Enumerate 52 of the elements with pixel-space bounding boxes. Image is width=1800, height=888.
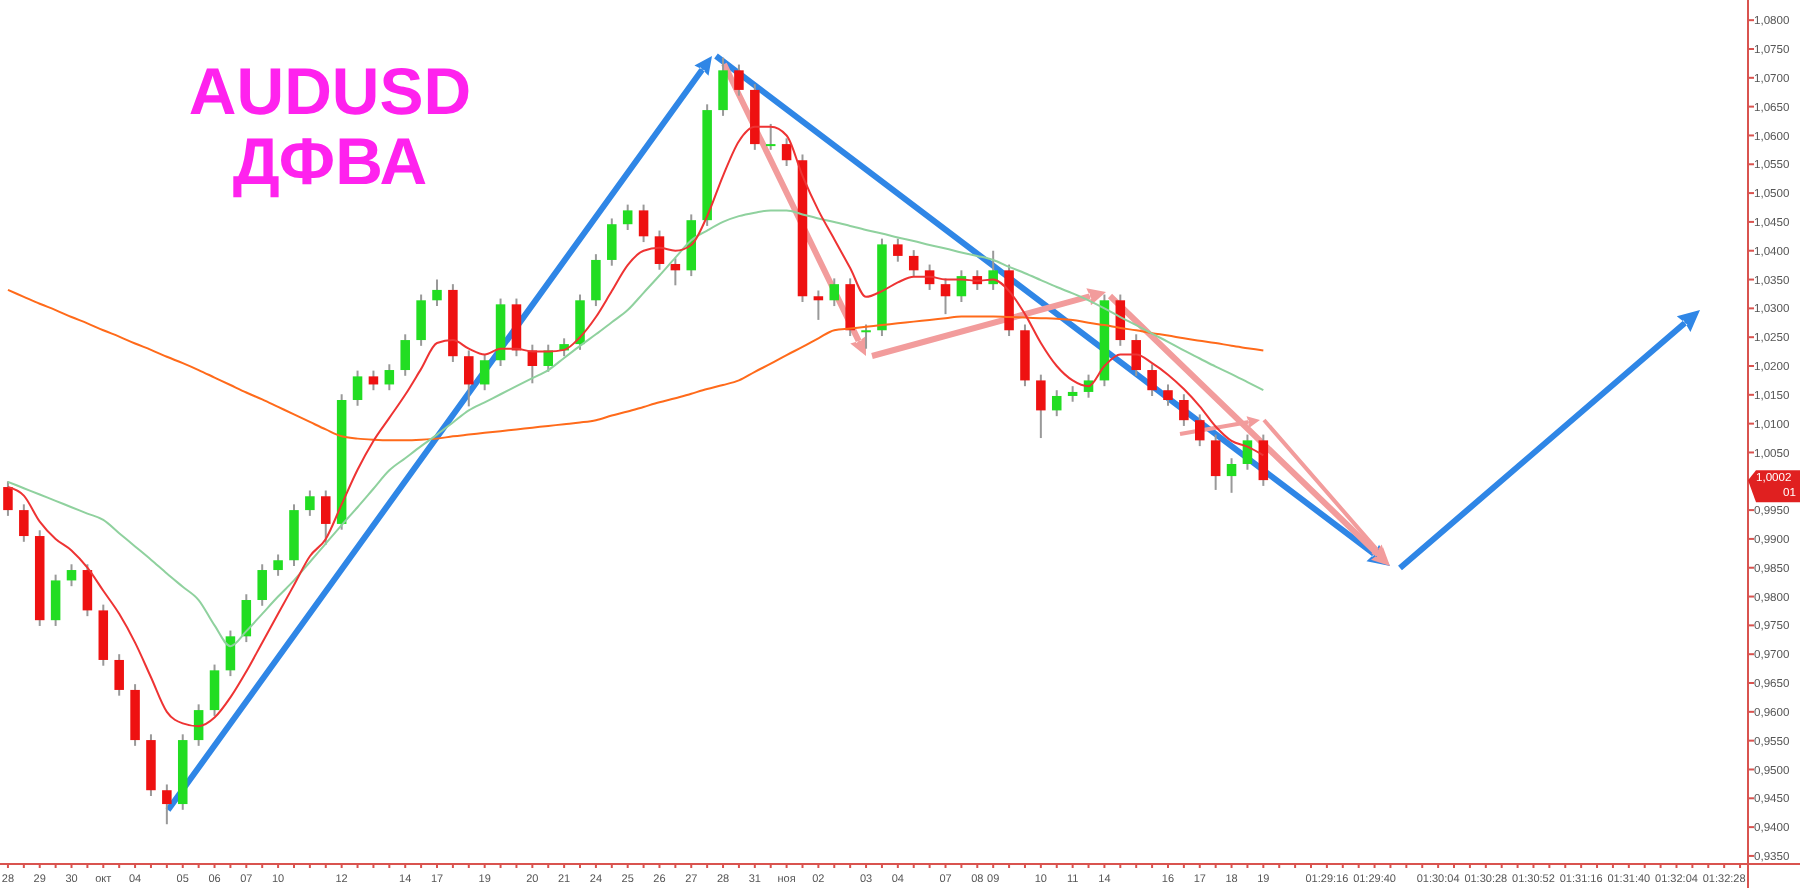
candlestick bbox=[511, 297, 522, 358]
candlestick bbox=[893, 237, 903, 263]
candlestick bbox=[1195, 413, 1205, 448]
candlestick bbox=[1210, 433, 1221, 491]
candlestick bbox=[670, 257, 681, 287]
candlestick bbox=[734, 63, 744, 97]
candlestick bbox=[638, 203, 649, 244]
candlestick bbox=[50, 573, 61, 627]
candlestick bbox=[257, 563, 267, 607]
candlestick bbox=[1179, 393, 1189, 427]
candlestick bbox=[66, 563, 77, 588]
candlestick bbox=[273, 553, 283, 577]
candlestick bbox=[1051, 389, 1062, 418]
candlestick bbox=[781, 137, 792, 167]
candlestick bbox=[1226, 457, 1237, 494]
candlestick bbox=[940, 277, 951, 316]
candlestick bbox=[988, 249, 998, 291]
candlestick bbox=[591, 253, 601, 308]
candlestick bbox=[352, 369, 363, 407]
candlestick bbox=[1036, 373, 1046, 440]
candlestick bbox=[209, 663, 220, 717]
candlestick bbox=[575, 293, 585, 351]
candlestick bbox=[829, 277, 840, 308]
candlestick bbox=[1163, 383, 1173, 407]
candlestick bbox=[718, 56, 728, 117]
candlestick bbox=[305, 489, 315, 517]
candlestick bbox=[3, 480, 13, 517]
candlestick bbox=[114, 653, 124, 697]
candlestick bbox=[432, 278, 442, 308]
candlestick bbox=[622, 203, 633, 231]
candlestick bbox=[765, 122, 776, 151]
text: AUDUSD bbox=[188, 54, 472, 128]
text: ДФВА bbox=[232, 124, 428, 198]
candlestick bbox=[162, 783, 172, 826]
candlestick bbox=[543, 343, 553, 373]
candlestick bbox=[908, 249, 919, 278]
candlestick bbox=[479, 353, 490, 392]
candlestick bbox=[321, 489, 331, 546]
candlestick bbox=[464, 349, 474, 408]
candlestick bbox=[845, 277, 855, 338]
candlestick bbox=[416, 293, 426, 347]
candlestick bbox=[1258, 433, 1269, 487]
candlestick bbox=[400, 333, 410, 377]
candlestick bbox=[813, 289, 824, 321]
candlestick bbox=[1147, 363, 1157, 397]
candlestick bbox=[82, 563, 93, 618]
candlestick bbox=[607, 217, 617, 267]
candlestick bbox=[384, 363, 395, 392]
candlestick bbox=[19, 503, 29, 543]
candlestick bbox=[368, 369, 379, 392]
candlestick bbox=[861, 323, 871, 350]
candlestick bbox=[1131, 333, 1141, 377]
